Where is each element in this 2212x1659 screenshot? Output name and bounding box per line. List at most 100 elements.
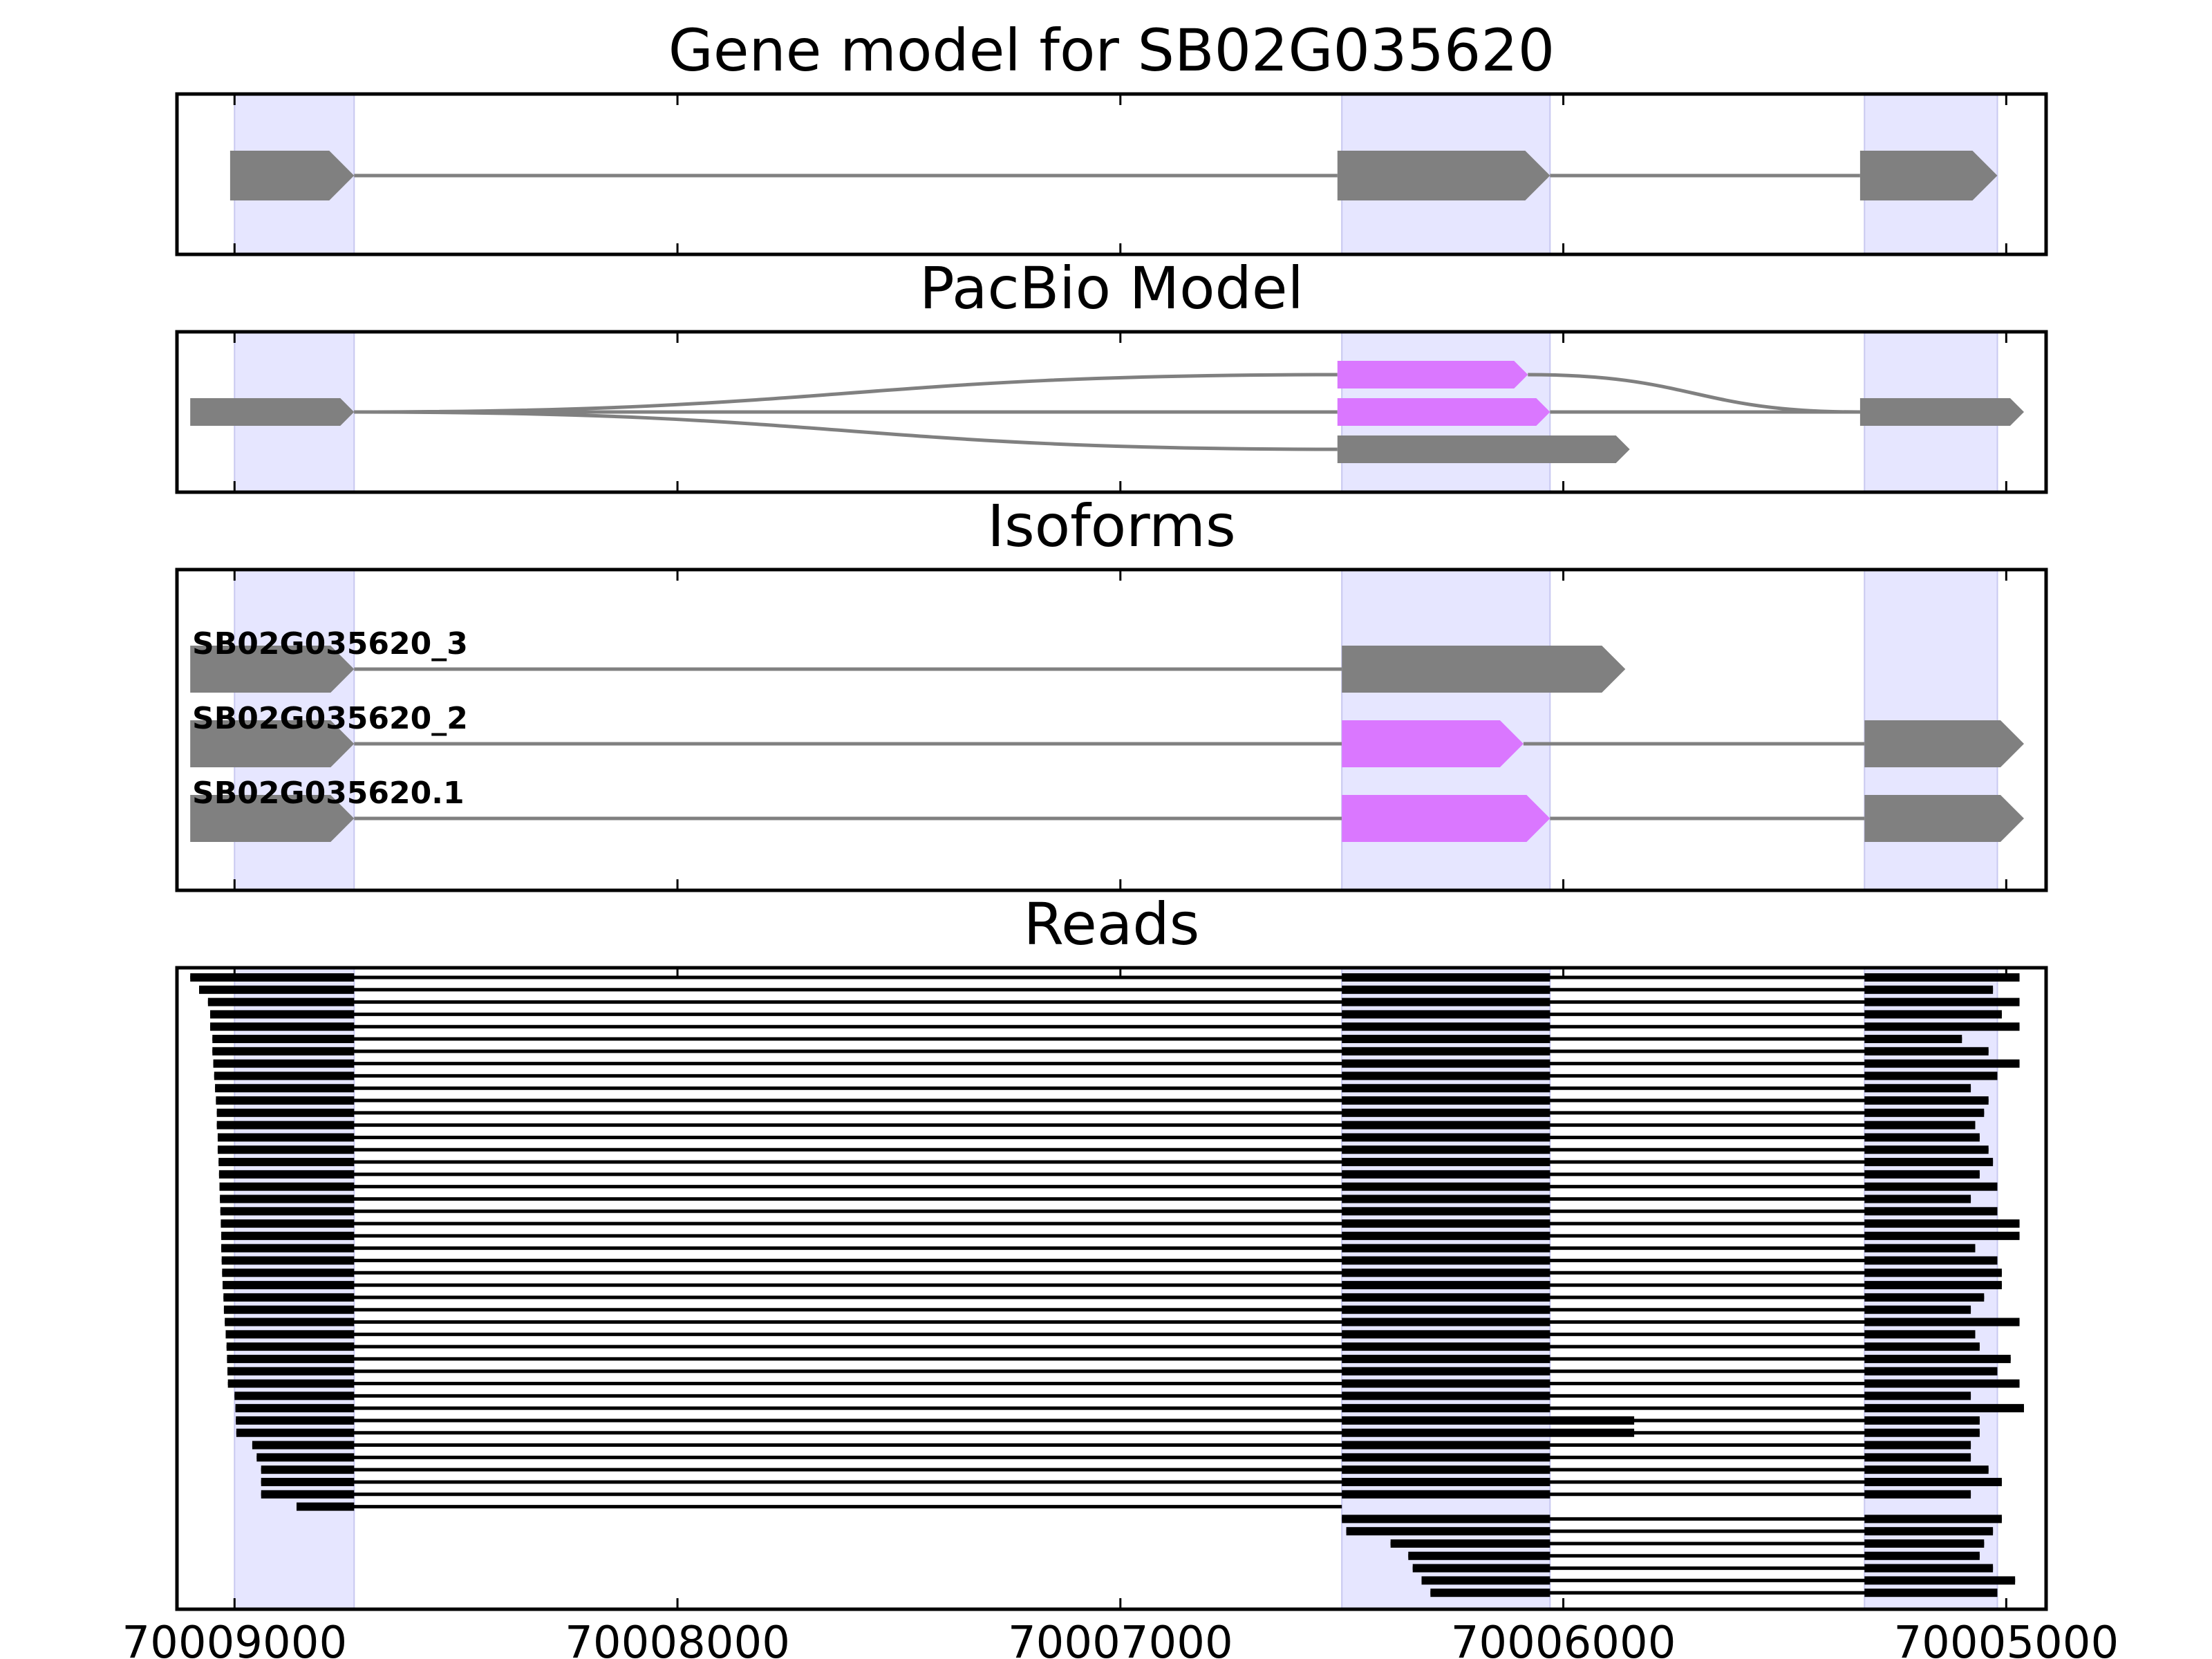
read-block [217, 1133, 355, 1142]
reads-title: Reads [1024, 890, 1200, 958]
read-block [1864, 1268, 2002, 1277]
read-block [227, 1354, 355, 1363]
pacbio-model-panel: PacBio Model [175, 254, 2048, 494]
read-block [1342, 1194, 1550, 1203]
read-block [1864, 1182, 1998, 1191]
read-block [1342, 985, 1550, 994]
pacbio-exon [1859, 398, 2024, 426]
read-block [1408, 1551, 1550, 1560]
read-block [1864, 1305, 1971, 1314]
exon-arrow [1864, 795, 2024, 842]
read-block [1342, 1318, 1550, 1327]
read-block [221, 1231, 355, 1240]
read-block [217, 1145, 355, 1154]
read-block [1342, 1071, 1550, 1080]
read-block [1342, 1293, 1550, 1302]
read-block [1342, 1207, 1550, 1216]
read-block [1864, 1281, 2002, 1290]
read-block [1864, 985, 1994, 994]
read-block [1864, 1244, 1976, 1253]
read-block [1342, 1010, 1550, 1019]
read-block [1342, 1084, 1550, 1093]
read-block [1864, 1256, 1998, 1265]
read-block [1342, 1145, 1550, 1154]
read-block [1864, 1379, 2020, 1388]
read-block [1342, 1404, 1550, 1413]
read-block [1342, 1428, 1635, 1437]
read-block [1864, 1416, 1980, 1425]
read-block [1864, 1453, 1971, 1462]
read-block [1864, 1145, 1989, 1154]
read-block [1864, 1194, 1971, 1203]
pacbio-alt-exon [1337, 398, 1550, 426]
x-tick-label: 70005000 [1893, 1618, 2119, 1659]
read-block [199, 985, 355, 994]
read-block [261, 1477, 355, 1486]
x-tick-label: 70006000 [1451, 1618, 1676, 1659]
read-block [1342, 1108, 1550, 1117]
read-block [210, 1010, 355, 1019]
read-block [210, 1022, 355, 1031]
read-block [1864, 1133, 1980, 1142]
read-block [261, 1465, 355, 1474]
pacbio-intron-curve [354, 373, 1338, 414]
read-block [1342, 1096, 1550, 1105]
read-block [1342, 1256, 1550, 1265]
read-block [1342, 1305, 1550, 1314]
panel-frame [175, 330, 2048, 494]
alt-exon-arrow [1342, 795, 1550, 842]
pacbio-intron-curve [354, 410, 1338, 451]
read-block [218, 1158, 355, 1167]
gene-model-panel: Gene model for SB02G035620 [175, 17, 2048, 256]
read-block [218, 1170, 355, 1179]
read-block [1342, 1047, 1550, 1056]
read-block [207, 997, 355, 1006]
read-block [1864, 1551, 1980, 1560]
read-block [1864, 1121, 1976, 1130]
pacbio-exon [190, 398, 355, 426]
read-block [1342, 1158, 1550, 1167]
read-block [1342, 1453, 1550, 1462]
read-block [252, 1441, 355, 1450]
isoforms-panel: Isoforms SB02G035620_3 SB02G035620_2 SB02G… [175, 492, 2048, 892]
read-block [1342, 1170, 1550, 1179]
read-block [1864, 1158, 1994, 1167]
read-block [1412, 1564, 1550, 1573]
exon-arrow [1337, 151, 1550, 200]
read-block [1864, 1108, 1985, 1117]
read-block [1342, 1059, 1550, 1068]
exon-arrow [1859, 151, 1998, 200]
read-block [1342, 1121, 1550, 1130]
read-block [1342, 1035, 1550, 1044]
read-block [297, 1502, 355, 1511]
read-block [1342, 1342, 1550, 1351]
exon-arrow [1864, 720, 2024, 767]
read-block [212, 1047, 355, 1056]
read-block [1342, 1231, 1550, 1240]
read-block [223, 1293, 355, 1302]
read-block [1342, 1391, 1550, 1400]
read-block [1342, 1416, 1635, 1425]
gene-model-title: Gene model for SB02G035620 [668, 17, 1555, 84]
reads-panel: Reads [175, 890, 2048, 1611]
exon-arrow [190, 720, 355, 767]
read-block [1864, 1477, 2002, 1486]
read-block [1864, 1441, 1971, 1450]
read-block [1864, 1564, 1994, 1573]
read-block [221, 1256, 355, 1265]
isoform-label: SB02G035620_3 [192, 626, 468, 662]
read-block [220, 1207, 355, 1216]
read-block [1864, 1010, 2002, 1019]
read-block [1342, 997, 1550, 1006]
read-block [1864, 1022, 2020, 1031]
read-block [1864, 1071, 1998, 1080]
read-block [214, 1071, 355, 1080]
read-block [1430, 1588, 1550, 1597]
isoforms-title: Isoforms [987, 492, 1236, 560]
read-block [1864, 1047, 1989, 1056]
read-block [212, 1035, 355, 1044]
read-block [227, 1379, 355, 1388]
read-block [1864, 1084, 1971, 1093]
read-block [1342, 1515, 1550, 1524]
read-block [1346, 1527, 1550, 1536]
